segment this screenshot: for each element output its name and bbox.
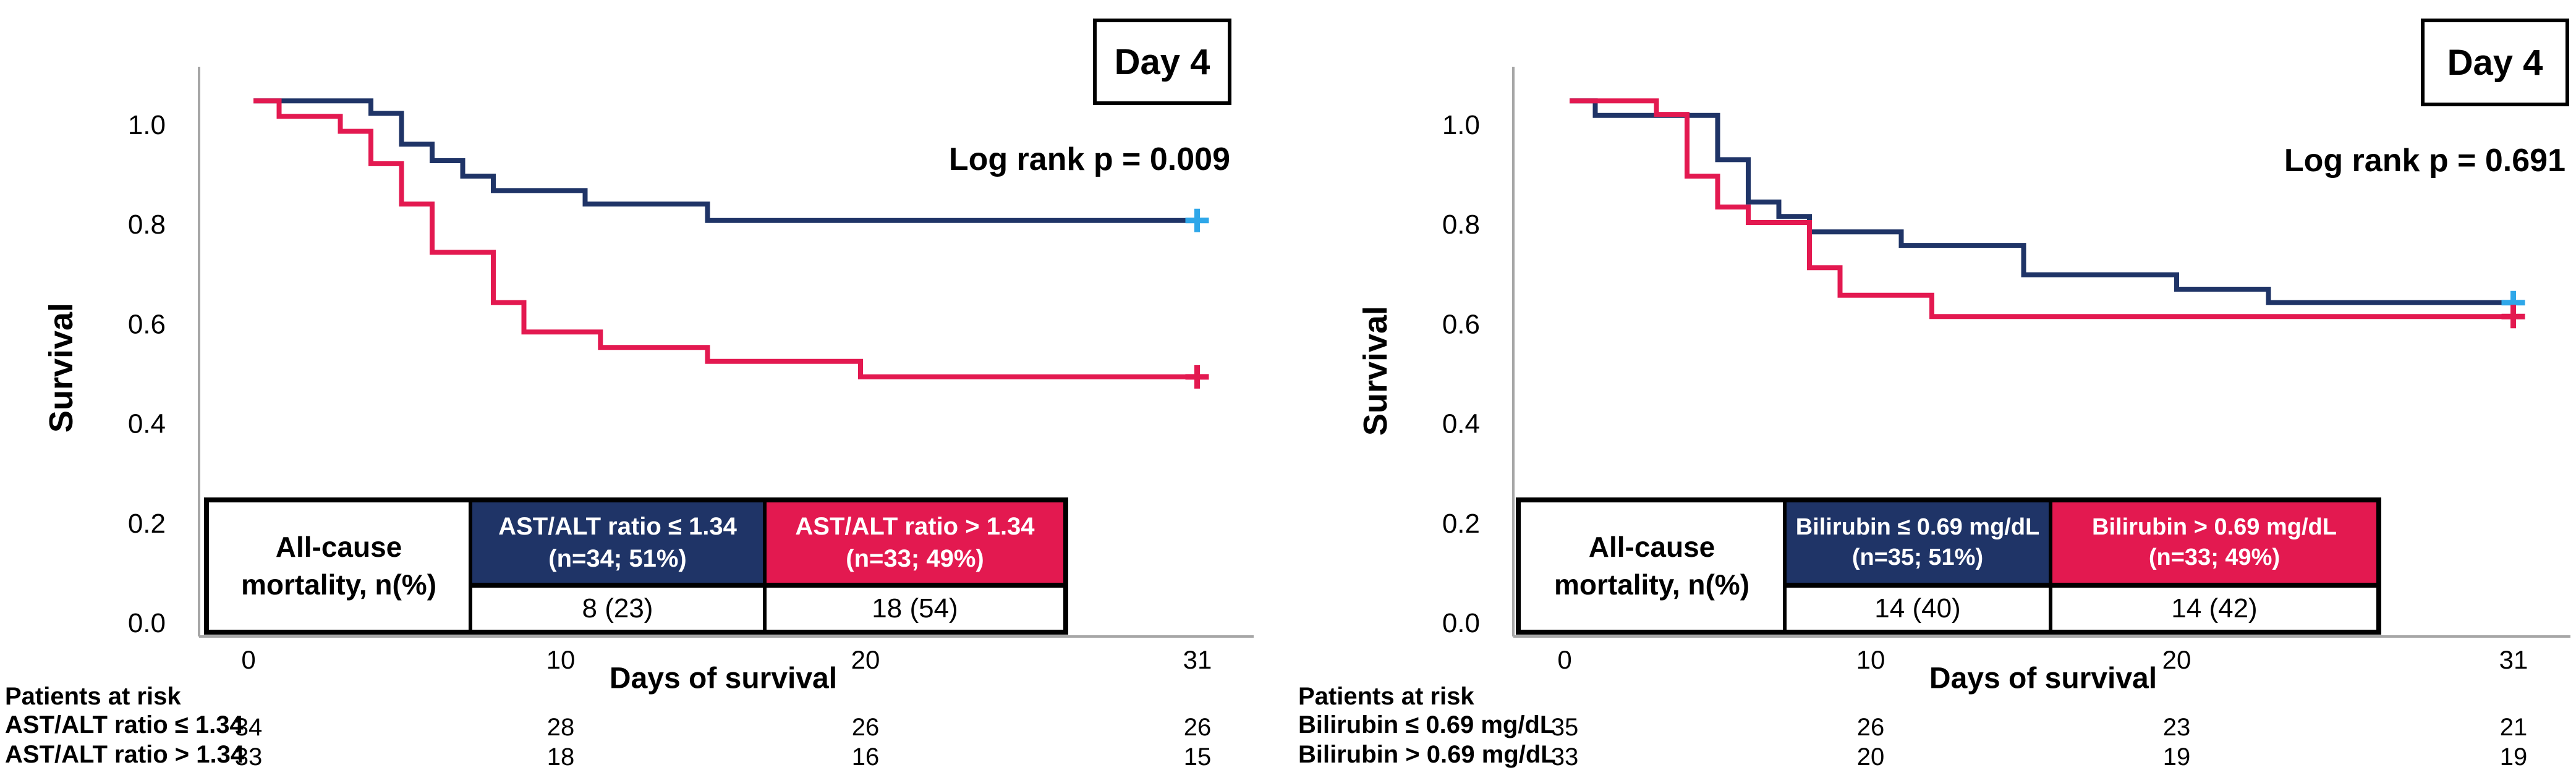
table-right-rowheader-line2: mortality, n(%) [1554,569,1750,601]
x-tick-label-right: 10 [1856,645,1885,674]
table-left-group2-header: AST/ALT ratio > 1.34 (n=33; 49%) [763,502,1063,588]
patients-at-risk-title-right: Patients at risk [1298,683,1474,710]
x-tick-label-right: 31 [2499,645,2528,674]
at-risk-count-right-row2: 33 [1551,743,1579,771]
at-risk-count-right-row2: 20 [1857,743,1885,771]
at-risk-row1-label-left: AST/ALT ratio ≤ 1.34 [5,711,244,738]
table-right-group1-n: (n=35; 51%) [1851,544,1984,570]
x-tick-label-left: 0 [241,645,255,674]
y-tick-label-left: 0.0 [128,608,166,638]
at-risk-count-left-row1: 28 [547,714,575,741]
y-tick-label-right: 0.4 [1442,409,1480,439]
mortality-table-left: All-cause mortality, n(%) AST/ALT ratio … [204,497,1068,635]
at-risk-count-left-row1: 26 [852,714,880,741]
y-tick-label-left: 0.2 [128,509,166,539]
x-axis-title-left: Days of survival [609,662,838,695]
km-curve-right-blue [1570,98,2514,305]
at-risk-count-right-row1: 21 [2500,714,2528,741]
mortality-table-right: All-cause mortality, n(%) Bilirubin ≤ 0.… [1516,497,2381,635]
y-tick-label-right: 0.6 [1442,309,1480,339]
at-risk-count-left-row1: 26 [1184,714,1212,741]
y-tick-label-right: 0.2 [1442,509,1480,539]
day-box-left-label: Day 4 [1114,41,1210,82]
table-left-group1-n: (n=34; 51%) [548,545,687,572]
table-left-group2-n: (n=33; 49%) [846,545,984,572]
table-left-group1-header: AST/ALT ratio ≤ 1.34 (n=34; 51%) [469,502,763,588]
table-right-group1-value: 14 (40) [1783,588,2049,630]
y-axis-title-right: Survival [1357,305,1394,436]
table-left-group2-value: 18 (54) [763,588,1063,630]
at-risk-count-right-row1: 35 [1551,714,1579,741]
table-left-rowheader-line2: mortality, n(%) [240,569,437,601]
at-risk-row2-label-right: Bilirubin > 0.69 mg/dL [1298,741,1556,768]
at-risk-row1-label-right: Bilirubin ≤ 0.69 mg/dL [1298,711,1555,738]
x-tick-label-left: 10 [546,645,576,674]
km-curve-left-blue [253,98,1197,223]
x-tick-label-right: 20 [2162,645,2191,674]
at-risk-row2-label-left: AST/ALT ratio > 1.34 [5,741,245,768]
table-left-rowheader-line1: All-cause [275,531,402,564]
y-tick-label-right: 0.0 [1442,608,1480,638]
day-box-right: Day 4 [2421,19,2569,106]
patients-at-risk-title-left: Patients at risk [5,683,181,710]
day-box-right-label: Day 4 [2447,42,2543,83]
table-right-group1-header: Bilirubin ≤ 0.69 mg/dL (n=35; 51%) [1783,502,2049,588]
y-tick-label-left: 1.0 [128,110,166,140]
table-left-group2-name: AST/ALT ratio > 1.34 [795,513,1035,540]
table-right-group2-value: 14 (42) [2049,588,2376,630]
table-right-group2-n: (n=33; 49%) [2148,544,2281,570]
y-tick-label-left: 0.4 [128,409,166,439]
at-risk-count-left-row2: 16 [852,743,880,771]
x-tick-label-left: 20 [851,645,880,674]
mortality-table-right-rowheader: All-cause mortality, n(%) [1521,502,1783,630]
y-tick-label-left: 0.8 [128,209,166,240]
km-curve-right-red [1570,98,2514,319]
log-rank-left: Log rank p = 0.009 [948,142,1230,177]
y-axis-title-left: Survival [43,302,80,433]
log-rank-right: Log rank p = 0.691 [2284,143,2565,179]
x-axis-title-right: Days of survival [1929,662,2157,695]
y-tick-label-right: 1.0 [1442,110,1480,140]
table-right-group1-name: Bilirubin ≤ 0.69 mg/dL [1795,514,2040,540]
table-left-group1-value: 8 (23) [469,588,763,630]
x-tick-label-left: 31 [1183,645,1212,674]
at-risk-count-left-row1: 34 [235,714,263,741]
mortality-table-left-rowheader: All-cause mortality, n(%) [209,502,469,630]
at-risk-count-left-row2: 33 [235,743,263,771]
km-curve-left-red [253,98,1197,379]
at-risk-count-left-row2: 15 [1184,743,1212,771]
table-left-group1-name: AST/ALT ratio ≤ 1.34 [498,513,737,540]
day-box-left: Day 4 [1093,19,1231,105]
x-tick-label-right: 0 [1557,645,1571,674]
table-right-rowheader-line1: All-cause [1588,531,1715,564]
at-risk-count-right-row1: 23 [2163,714,2191,741]
at-risk-count-right-row1: 26 [1857,714,1885,741]
at-risk-count-right-row2: 19 [2163,743,2191,771]
at-risk-count-left-row2: 18 [547,743,575,771]
y-tick-label-left: 0.6 [128,309,166,339]
table-right-group2-name: Bilirubin > 0.69 mg/dL [2092,514,2337,540]
table-right-group2-header: Bilirubin > 0.69 mg/dL (n=33; 49%) [2049,502,2376,588]
y-tick-label-right: 0.8 [1442,209,1480,240]
at-risk-count-right-row2: 19 [2500,743,2528,771]
